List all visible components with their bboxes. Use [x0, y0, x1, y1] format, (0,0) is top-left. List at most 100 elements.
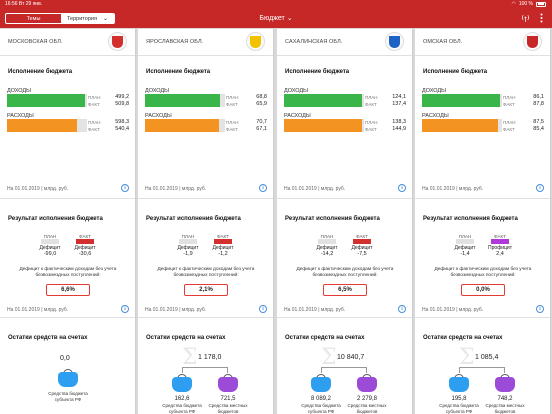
- view-segmented-control: Темы Территория ⌄: [5, 13, 115, 24]
- section-title: Остатки средств на счетах: [146, 335, 226, 341]
- wallet-subject-icon: [172, 374, 192, 392]
- info-icon[interactable]: i: [259, 305, 267, 313]
- battery-percent: 100 %: [518, 1, 533, 7]
- fact-swatch: [491, 239, 509, 244]
- status-time: 16:56: [5, 1, 18, 7]
- deficit-percent-box: 0,0%: [461, 284, 505, 296]
- income-label: ДОХОДЫ: [284, 88, 308, 94]
- info-icon[interactable]: i: [259, 184, 267, 192]
- remains-subject-caption: Средства бюджета субъекта РФ: [162, 403, 202, 414]
- broadcast-icon[interactable]: [521, 13, 530, 24]
- section-footnote: На 01.01.2019 | млрд. руб.: [145, 307, 207, 313]
- income-values: ПЛАН 499,2 ФАКТ 509,8: [88, 94, 129, 108]
- section-footnote: На 01.01.2019 | млрд. руб.: [284, 186, 346, 192]
- expense-plan-value: 87,5: [533, 119, 544, 125]
- region-emblem-icon: [246, 32, 265, 51]
- section-footnote: На 01.01.2019 | млрд. руб.: [7, 186, 69, 192]
- expense-fact-value: 540,4: [115, 126, 129, 132]
- battery-icon: [536, 1, 546, 7]
- expense-plan-value: 138,3: [392, 119, 406, 125]
- result-fact-name: Дефицит: [351, 245, 373, 251]
- fact-key: ФАКТ: [226, 127, 238, 132]
- fact-key: ФАКТ: [88, 127, 100, 132]
- info-icon[interactable]: i: [398, 305, 406, 313]
- result-plan-value: -1,4: [460, 251, 470, 257]
- result-plan: ПЛАН Дефицит -1,4: [451, 234, 479, 257]
- segment-themes[interactable]: Темы: [6, 14, 61, 23]
- region-name: ЯРОСЛАВСКАЯ ОБЛ.: [146, 39, 204, 45]
- expense-plan-bar: [362, 119, 364, 132]
- account-remains-section: Остатки средств на счетах 0,0 Средства б…: [0, 319, 135, 414]
- plan-swatch: [318, 239, 336, 244]
- section-title: Остатки средств на счетах: [8, 335, 88, 341]
- remains-total: 1 085,4: [475, 354, 499, 361]
- chevron-down-icon: ⌄: [286, 15, 293, 22]
- remains-total: 10 840,7: [337, 354, 365, 361]
- plan-key: ПЛАН: [88, 95, 101, 100]
- region-name: САХАЛИНСКАЯ ОБЛ.: [285, 39, 343, 45]
- expense-plan-bar: [219, 119, 225, 132]
- section-title: Результат исполнения бюджета: [285, 216, 380, 222]
- section-title: Исполнение бюджета: [146, 69, 211, 75]
- status-time-date: 16:56 Вт 29 янв.: [5, 1, 42, 7]
- expense-label: РАСХОДЫ: [284, 113, 311, 119]
- deficit-percent-box: 6,6%: [46, 284, 90, 296]
- info-icon[interactable]: i: [121, 184, 129, 192]
- status-bar: 16:56 Вт 29 янв. ◠ 100 %: [0, 0, 552, 8]
- info-icon[interactable]: i: [536, 305, 544, 313]
- result-plan-name: Дефицит: [39, 245, 61, 251]
- card-header[interactable]: САХАЛИНСКАЯ ОБЛ.: [277, 29, 412, 56]
- expense-label: РАСХОДЫ: [145, 113, 172, 119]
- info-icon[interactable]: i: [398, 184, 406, 192]
- section-title: Результат исполнения бюджета: [8, 216, 103, 222]
- budget-execution-section: Исполнение бюджета ДОХОДЫ ПЛАН 68,8 ФАКТ 6…: [138, 57, 273, 199]
- card-header[interactable]: ЯРОСЛАВСКАЯ ОБЛ.: [138, 29, 273, 56]
- fact-key: ФАКТ: [503, 127, 515, 132]
- plan-key: ПЛАН: [226, 120, 239, 125]
- remains-subject-caption: Средства бюджета субъекта РФ: [48, 391, 88, 402]
- income-fact-value: 65,9: [256, 101, 267, 107]
- info-icon[interactable]: i: [536, 184, 544, 192]
- section-title: Исполнение бюджета: [285, 69, 350, 75]
- fact-key: ФАКТ: [503, 102, 515, 107]
- expense-fact-bar: [284, 119, 362, 132]
- income-label: ДОХОДЫ: [145, 88, 169, 94]
- wallet-local-icon: [218, 374, 238, 392]
- more-vertical-icon[interactable]: [540, 13, 544, 25]
- income-label: ДОХОДЫ: [422, 88, 446, 94]
- segment-territory[interactable]: Территория ⌄: [61, 14, 114, 23]
- remains-subject-caption: Средства бюджета субъекта РФ: [439, 403, 479, 414]
- info-icon[interactable]: i: [121, 305, 129, 313]
- plan-key: ПЛАН: [503, 120, 516, 125]
- region-card: ОМСКАЯ ОБЛ. Исполнение бюджета ДОХОДЫ ПЛ…: [415, 29, 551, 414]
- fact-key: ФАКТ: [365, 127, 377, 132]
- section-title: Остатки средств на счетах: [423, 335, 503, 341]
- region-emblem-icon: [385, 32, 404, 51]
- result-plan: ПЛАН Дефицит -99,0: [36, 234, 64, 257]
- result-plan-name: Дефицит: [454, 245, 476, 251]
- expense-fact-value: 144,9: [392, 126, 406, 132]
- expense-fact-value: 85,4: [533, 126, 544, 132]
- wallet-subject-icon: [311, 374, 331, 392]
- budget-result-section: Результат исполнения бюджета ПЛАН Дефици…: [277, 200, 412, 318]
- card-header[interactable]: ОМСКАЯ ОБЛ.: [415, 29, 550, 56]
- plan-key: ПЛАН: [320, 234, 334, 239]
- section-footnote: На 01.01.2019 | млрд. руб.: [7, 307, 69, 313]
- result-fact: ФАКТ Профицит 2,4: [485, 234, 515, 257]
- income-fact-bar: [145, 94, 220, 107]
- income-plan-bar: [500, 94, 502, 107]
- card-header[interactable]: МОСКОВСКАЯ ОБЛ.: [0, 29, 135, 56]
- region-card: ЯРОСЛАВСКАЯ ОБЛ. Исполнение бюджета ДОХО…: [138, 29, 274, 414]
- sigma-icon: Σ: [182, 345, 198, 370]
- status-right: ◠ 100 %: [511, 1, 546, 7]
- remains-total: 0,0: [60, 355, 70, 362]
- account-remains-section: Остатки средств на счетах Σ 1 178,0 162,…: [138, 319, 273, 414]
- region-name: МОСКОВСКАЯ ОБЛ.: [8, 39, 63, 45]
- income-plan-bar: [85, 94, 87, 107]
- remains-total: 1 178,0: [198, 354, 222, 361]
- plan-key: ПЛАН: [365, 120, 378, 125]
- page-title[interactable]: Бюджет ⌄: [0, 14, 552, 22]
- budget-result-section: Результат исполнения бюджета ПЛАН Дефици…: [415, 200, 550, 318]
- expense-values: ПЛАН 87,5 ФАКТ 85,4: [503, 119, 544, 133]
- result-fact-name: Дефицит: [212, 245, 234, 251]
